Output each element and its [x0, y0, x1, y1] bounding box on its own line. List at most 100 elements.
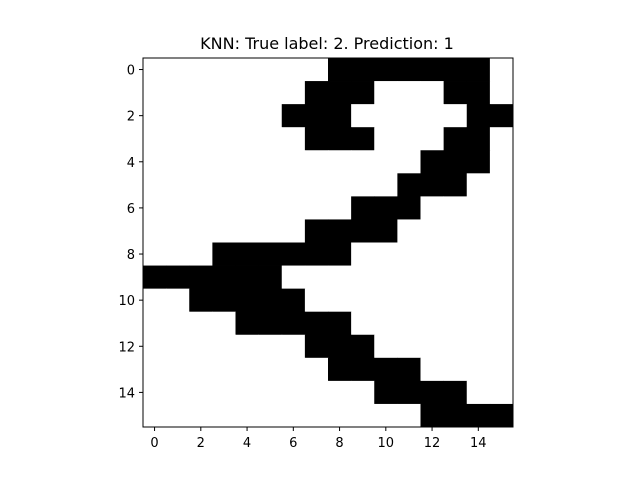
pixel-cell	[351, 265, 375, 290]
pixel-cell	[212, 173, 236, 197]
pixel-cell	[212, 242, 236, 266]
pixel-cell	[443, 81, 468, 105]
pixel-cell	[281, 81, 306, 105]
pixel-cell	[258, 173, 283, 197]
pixel-cell	[143, 196, 167, 220]
pixel-cell	[281, 403, 306, 428]
pixel-cell	[489, 150, 514, 174]
pixel-cell	[189, 334, 213, 359]
pixel-cell	[258, 357, 283, 382]
pixel-cell	[235, 265, 260, 290]
pixel-cell	[304, 380, 329, 405]
pixel-cell	[235, 104, 260, 128]
pixel-cell	[281, 150, 306, 174]
pixel-cell	[374, 81, 398, 105]
pixel-cell	[189, 403, 213, 428]
pixel-cell	[304, 58, 329, 82]
pixel-cell	[189, 150, 213, 174]
pixel-cell	[351, 334, 375, 359]
pixel-cell	[166, 58, 190, 82]
pixel-cell	[143, 81, 167, 105]
pixel-cell	[466, 288, 491, 313]
pixel-cell	[443, 219, 468, 243]
pixel-cell	[304, 104, 329, 128]
axes-frame	[142, 57, 514, 428]
pixel-cell	[397, 196, 421, 220]
pixel-cell	[420, 403, 445, 428]
pixel-cell	[443, 150, 468, 174]
pixel-cell	[351, 380, 375, 405]
pixel-cell	[443, 58, 468, 82]
pixel-cell	[212, 150, 236, 174]
pixel-cell	[235, 196, 260, 220]
pixel-cell	[212, 380, 236, 405]
pixel-cell	[489, 58, 514, 82]
pixel-cell	[281, 265, 306, 290]
pixel-cell	[374, 242, 398, 266]
x-tick-label: 10	[378, 436, 395, 451]
pixel-cell	[189, 196, 213, 220]
pixel-cell	[258, 104, 283, 128]
pixel-cell	[212, 403, 236, 428]
pixel-cell	[143, 150, 167, 174]
pixel-cell	[235, 311, 260, 336]
pixel-cell	[235, 403, 260, 428]
pixel-cell	[143, 403, 167, 428]
pixel-cell	[466, 265, 491, 290]
pixel-cell	[166, 311, 190, 336]
pixel-cell	[328, 196, 352, 220]
pixel-cell	[328, 311, 352, 336]
pixel-cell	[443, 242, 468, 266]
pixel-cell	[443, 104, 468, 128]
pixel-cell	[466, 311, 491, 336]
chart-title: KNN: True label: 2. Prediction: 1	[200, 34, 454, 53]
pixel-cell	[397, 288, 421, 313]
pixel-cell	[420, 265, 445, 290]
pixel-cell	[281, 242, 306, 266]
pixel-cell	[189, 127, 213, 151]
pixel-cell	[489, 196, 514, 220]
pixel-cell	[489, 288, 514, 313]
pixel-cell	[212, 357, 236, 382]
x-tick-label: 6	[289, 436, 297, 451]
pixel-cell	[143, 311, 167, 336]
pixel-cell	[166, 403, 190, 428]
pixel-cell	[166, 196, 190, 220]
pixel-cell	[420, 127, 445, 151]
pixel-cell	[374, 173, 398, 197]
pixel-cell	[466, 58, 491, 82]
pixel-cell	[489, 242, 514, 266]
pixel-cell	[443, 334, 468, 359]
pixel-cell	[235, 288, 260, 313]
pixel-cell	[189, 242, 213, 266]
pixel-cell	[351, 242, 375, 266]
pixel-cell	[212, 104, 236, 128]
pixel-cell	[489, 127, 514, 151]
y-tick-label: 14	[118, 386, 135, 401]
pixel-cell	[443, 196, 468, 220]
pixel-cell	[143, 334, 167, 359]
pixel-cell	[374, 196, 398, 220]
pixel-cell	[374, 150, 398, 174]
pixel-cell	[466, 380, 491, 405]
pixel-cell	[258, 403, 283, 428]
pixel-cell	[328, 150, 352, 174]
pixel-cell	[258, 150, 283, 174]
pixel-cell	[443, 380, 468, 405]
pixel-cell	[397, 173, 421, 197]
pixel-cell	[304, 288, 329, 313]
pixel-cell	[328, 81, 352, 105]
pixel-cell	[143, 58, 167, 82]
pixel-cell	[420, 81, 445, 105]
pixel-cell	[420, 242, 445, 266]
pixel-cell	[420, 196, 445, 220]
pixel-cell	[351, 311, 375, 336]
pixel-cell	[420, 104, 445, 128]
pixel-cell	[351, 219, 375, 243]
pixel-cell	[420, 150, 445, 174]
pixel-cell	[258, 288, 283, 313]
pixel-cell	[351, 403, 375, 428]
pixel-cell	[166, 219, 190, 243]
pixel-cell	[351, 357, 375, 382]
pixel-cell	[328, 334, 352, 359]
